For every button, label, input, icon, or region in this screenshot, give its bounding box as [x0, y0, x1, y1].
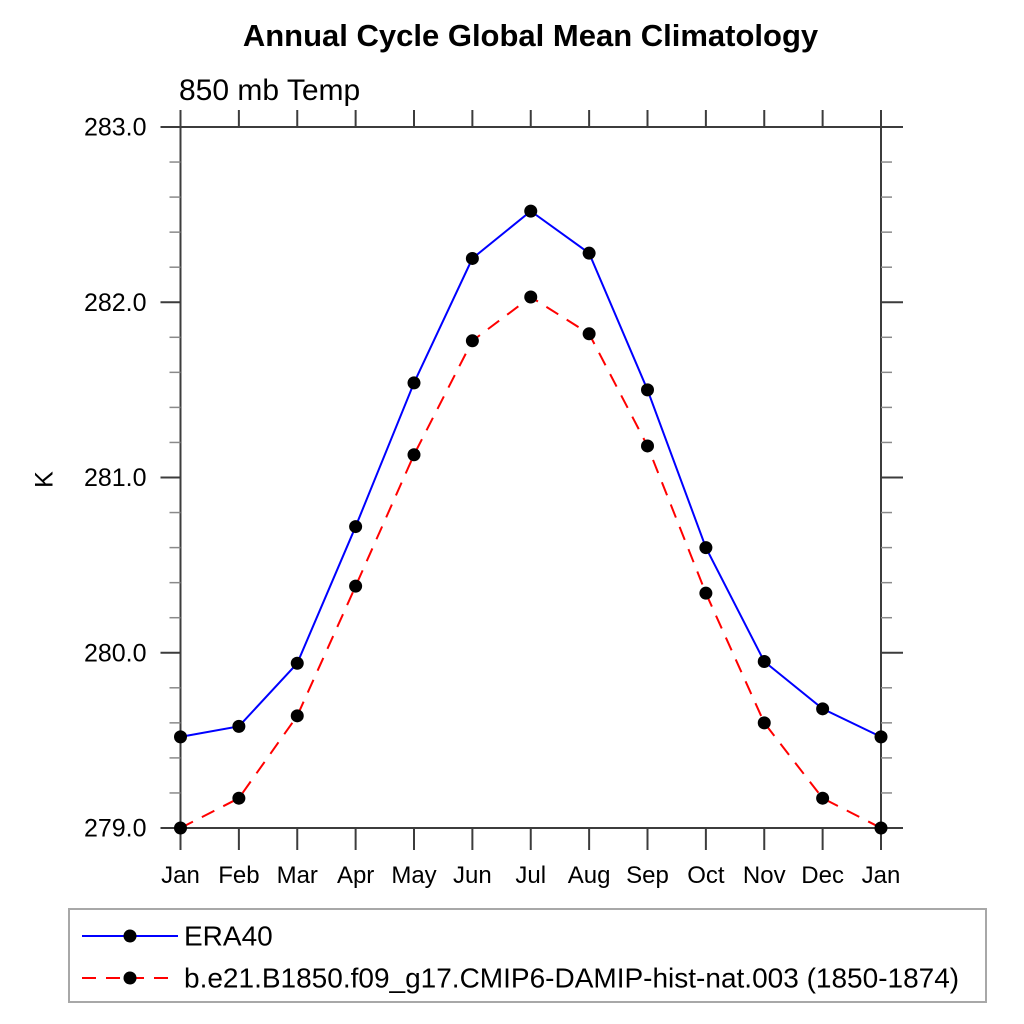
y-tick-label: 280.0 — [84, 639, 147, 667]
model-marker — [757, 716, 771, 730]
x-tick-label: Feb — [218, 862, 259, 889]
x-tick-label: May — [391, 862, 436, 889]
legend-marker-sample — [123, 971, 137, 985]
model-marker — [641, 439, 654, 453]
x-tick-label: Sep — [626, 862, 669, 889]
legend-entry-label: b.e21.B1850.f09_g17.CMIP6-DAMIP-hist-nat… — [184, 963, 959, 994]
legend-marker-sample — [123, 929, 137, 943]
model-marker — [407, 448, 421, 462]
chart-subtitle: 850 mb Temp — [179, 74, 361, 107]
model-marker — [465, 334, 479, 348]
chart-title: Annual Cycle Global Mean Climatology — [242, 18, 819, 53]
x-tick-label: Aug — [568, 862, 611, 889]
model-marker — [699, 586, 713, 600]
x-tick-label: Oct — [687, 862, 725, 889]
era40-marker — [290, 656, 304, 670]
x-tick-label: Mar — [277, 862, 318, 889]
era40-marker — [349, 520, 363, 534]
era40-marker — [757, 655, 771, 669]
model-marker — [582, 327, 596, 341]
model-marker — [524, 290, 538, 304]
legend-entry-label: ERA40 — [184, 921, 273, 952]
x-tick-label: Dec — [801, 862, 844, 889]
model-marker — [232, 791, 246, 805]
era40-marker — [582, 246, 596, 260]
y-axis-label: K — [30, 471, 59, 488]
x-tick-label: Apr — [337, 862, 374, 889]
era40-line — [180, 209, 882, 738]
plot-frame — [179, 126, 882, 829]
model-line — [180, 295, 882, 829]
y-tick-label: 279.0 — [84, 815, 147, 843]
era40-marker — [816, 702, 830, 716]
model-marker — [174, 821, 187, 835]
model-marker — [816, 791, 830, 805]
x-tick-label: Nov — [743, 862, 786, 889]
y-tick-label: 282.0 — [84, 289, 147, 317]
x-tick-label: Jan — [862, 862, 901, 889]
x-tick-label: Jul — [515, 862, 546, 889]
era40-marker — [874, 730, 888, 744]
era40-marker — [174, 730, 187, 744]
x-tick-label: Jun — [453, 862, 492, 889]
era40-marker — [232, 719, 246, 733]
era40-marker — [641, 383, 654, 397]
era40-marker — [699, 541, 713, 555]
era40-marker — [524, 204, 538, 218]
era40-marker — [407, 376, 421, 390]
legend-box — [68, 908, 987, 1003]
era40-marker — [465, 251, 479, 265]
x-tick-label: Jan — [161, 862, 200, 889]
model-marker — [874, 821, 888, 835]
model-marker — [349, 579, 363, 593]
model-marker — [290, 709, 304, 723]
y-tick-label: 283.0 — [84, 114, 147, 142]
y-tick-label: 281.0 — [84, 464, 147, 492]
